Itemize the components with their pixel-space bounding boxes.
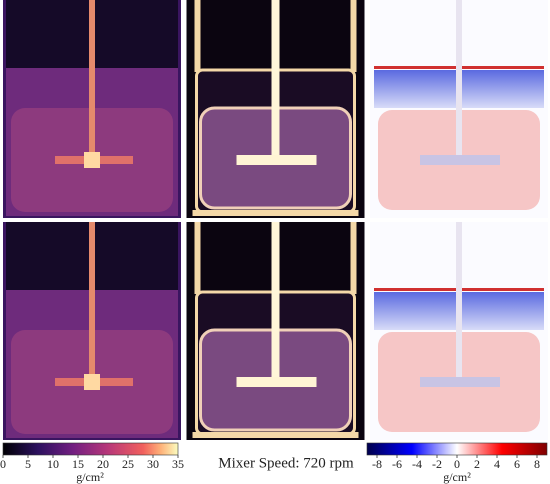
shaft [271,0,280,165]
hub [84,374,100,390]
hub [84,152,100,168]
tick-label: 0 [454,457,460,471]
tick-label: 35 [172,457,184,471]
impeller [236,155,317,165]
wall [194,222,201,294]
shaft [456,222,462,387]
tick-label: 2 [474,457,480,471]
tick-label: 30 [147,457,159,471]
tick-label: 20 [97,457,109,471]
wall [194,0,201,72]
wall [350,222,357,294]
tick-label: 25 [122,457,134,471]
colorbar-label: g/cm² [443,470,471,484]
tick-label: 0 [0,457,6,471]
colorbar-right [366,442,548,456]
tick-label: 10 [47,457,59,471]
tick-label: -6 [392,457,402,471]
impeller [420,155,500,165]
impeller [420,377,500,387]
shaft [456,0,462,165]
impeller [236,377,317,387]
shaft [271,222,280,387]
tick-label: -4 [412,457,422,471]
shaft [89,0,95,160]
tick-label: 4 [494,457,500,471]
tick-label: 6 [514,457,520,471]
tick-label: 5 [25,457,31,471]
panel-region [192,432,359,438]
colorbar-label: g/cm² [76,470,104,484]
panel-region [192,210,359,216]
caption: Mixer Speed: 720 rpm [218,455,354,471]
tick-label: -8 [372,457,382,471]
shaft [89,222,95,382]
tick-label: 8 [534,457,540,471]
tick-label: 15 [72,457,84,471]
wall [350,0,357,72]
tick-label: -2 [432,457,442,471]
colorbar-left [2,442,179,456]
